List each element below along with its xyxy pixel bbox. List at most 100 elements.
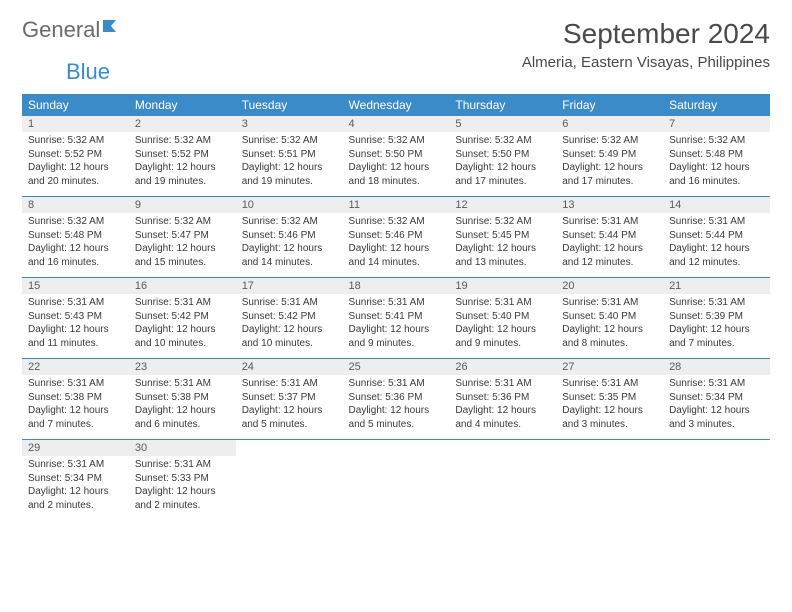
day-number-cell: 13 (556, 197, 663, 213)
sunset-text: Sunset: 5:47 PM (135, 229, 230, 243)
day-info-row: Sunrise: 5:31 AMSunset: 5:38 PMDaylight:… (22, 375, 770, 440)
sunrise-text: Sunrise: 5:31 AM (28, 296, 123, 310)
day-info-cell: Sunrise: 5:32 AMSunset: 5:52 PMDaylight:… (129, 132, 236, 197)
sunrise-text: Sunrise: 5:31 AM (135, 458, 230, 472)
day-info-cell: Sunrise: 5:32 AMSunset: 5:47 PMDaylight:… (129, 213, 236, 278)
daylight-text: Daylight: 12 hours and 2 minutes. (28, 485, 123, 512)
day-info-cell: Sunrise: 5:32 AMSunset: 5:46 PMDaylight:… (236, 213, 343, 278)
day-number-cell: 29 (22, 440, 129, 456)
weekday-header: Tuesday (236, 94, 343, 116)
sunrise-text: Sunrise: 5:31 AM (562, 377, 657, 391)
sunrise-text: Sunrise: 5:31 AM (669, 296, 764, 310)
daylight-text: Daylight: 12 hours and 16 minutes. (28, 242, 123, 269)
daylight-text: Daylight: 12 hours and 5 minutes. (349, 404, 444, 431)
day-info-cell: Sunrise: 5:31 AMSunset: 5:38 PMDaylight:… (129, 375, 236, 440)
sunset-text: Sunset: 5:42 PM (135, 310, 230, 324)
day-info-row: Sunrise: 5:32 AMSunset: 5:48 PMDaylight:… (22, 213, 770, 278)
sunset-text: Sunset: 5:52 PM (28, 148, 123, 162)
day-info-cell (343, 456, 450, 520)
sunset-text: Sunset: 5:34 PM (669, 391, 764, 405)
sunset-text: Sunset: 5:35 PM (562, 391, 657, 405)
day-info-cell: Sunrise: 5:31 AMSunset: 5:41 PMDaylight:… (343, 294, 450, 359)
day-number-cell: 18 (343, 278, 450, 294)
daylight-text: Daylight: 12 hours and 12 minutes. (669, 242, 764, 269)
day-number-row: 2930 (22, 440, 770, 456)
day-info-row: Sunrise: 5:32 AM Sunset: 5:52 PM Daylight:… (22, 132, 770, 197)
weekday-header: Wednesday (343, 94, 450, 116)
daylight-text: Daylight: 12 hours and 7 minutes. (28, 404, 123, 431)
sunrise-text: Sunrise: 5:31 AM (242, 296, 337, 310)
daylight-text: Daylight: 12 hours and 18 minutes. (349, 161, 444, 188)
weekday-header: Friday (556, 94, 663, 116)
sunrise-text: Sunrise: 5:31 AM (455, 296, 550, 310)
day-number-cell: 27 (556, 359, 663, 375)
day-info-cell: Sunrise: 5:32 AMSunset: 5:49 PMDaylight:… (556, 132, 663, 197)
day-number-cell: 12 (449, 197, 556, 213)
daylight-text: Daylight: 12 hours and 16 minutes. (669, 161, 764, 188)
daylight-text: Daylight: 12 hours and 12 minutes. (562, 242, 657, 269)
daylight-text: Daylight: 12 hours and 11 minutes. (28, 323, 123, 350)
sunset-text: Sunset: 5:36 PM (455, 391, 550, 405)
day-info-cell: Sunrise: 5:31 AMSunset: 5:44 PMDaylight:… (663, 213, 770, 278)
sunrise-text: Sunrise: 5:31 AM (562, 215, 657, 229)
day-info-cell: Sunrise: 5:31 AMSunset: 5:35 PMDaylight:… (556, 375, 663, 440)
day-number-cell: 16 (129, 278, 236, 294)
day-number-cell (556, 440, 663, 456)
daylight-text: Daylight: 12 hours and 13 minutes. (455, 242, 550, 269)
day-info-cell: Sunrise: 5:31 AMSunset: 5:33 PMDaylight:… (129, 456, 236, 520)
day-info-cell: Sunrise: 5:32 AMSunset: 5:46 PMDaylight:… (343, 213, 450, 278)
daylight-text: Daylight: 12 hours and 9 minutes. (349, 323, 444, 350)
day-info-cell: Sunrise: 5:32 AMSunset: 5:45 PMDaylight:… (449, 213, 556, 278)
weekday-header: Saturday (663, 94, 770, 116)
sunrise-text: Sunrise: 5:31 AM (349, 377, 444, 391)
sunset-text: Sunset: 5:48 PM (669, 148, 764, 162)
sunrise-text: Sunrise: 5:31 AM (242, 377, 337, 391)
day-number-cell: 30 (129, 440, 236, 456)
sunset-text: Sunset: 5:41 PM (349, 310, 444, 324)
day-info-cell: Sunrise: 5:31 AMSunset: 5:34 PMDaylight:… (663, 375, 770, 440)
sunrise-text: Sunrise: 5:32 AM (455, 215, 550, 229)
sunrise-text: Sunrise: 5:32 AM (135, 215, 230, 229)
day-number-cell (449, 440, 556, 456)
sunset-text: Sunset: 5:45 PM (455, 229, 550, 243)
day-number-cell: 28 (663, 359, 770, 375)
weekday-header: Thursday (449, 94, 556, 116)
weekday-header: Sunday (22, 94, 129, 116)
title-block: September 2024 Almeria, Eastern Visayas,… (522, 18, 770, 71)
day-number-cell: 17 (236, 278, 343, 294)
day-number-cell (663, 440, 770, 456)
daylight-text: Daylight: 12 hours and 6 minutes. (135, 404, 230, 431)
day-number-cell: 19 (449, 278, 556, 294)
sunset-text: Sunset: 5:39 PM (669, 310, 764, 324)
sunset-text: Sunset: 5:40 PM (455, 310, 550, 324)
month-title: September 2024 (522, 18, 770, 50)
logo-flag-icon (102, 18, 124, 41)
day-info-row: Sunrise: 5:31 AMSunset: 5:34 PMDaylight:… (22, 456, 770, 520)
day-number-cell: 14 (663, 197, 770, 213)
sunset-text: Sunset: 5:46 PM (349, 229, 444, 243)
day-number-cell: 10 (236, 197, 343, 213)
day-number-cell: 6 (556, 116, 663, 132)
day-info-cell (236, 456, 343, 520)
sunrise-text: Sunrise: 5:32 AM (135, 134, 230, 148)
day-info-cell: Sunrise: 5:32 AMSunset: 5:48 PMDaylight:… (22, 213, 129, 278)
sunrise-text: Sunrise: 5:32 AM (28, 215, 123, 229)
day-info-cell: Sunrise: 5:31 AMSunset: 5:40 PMDaylight:… (449, 294, 556, 359)
sunset-text: Sunset: 5:51 PM (242, 148, 337, 162)
sunrise-text: Sunrise: 5:31 AM (28, 458, 123, 472)
day-number-cell: 5 (449, 116, 556, 132)
day-info-cell: Sunrise: 5:32 AMSunset: 5:48 PMDaylight:… (663, 132, 770, 197)
day-number-cell: 20 (556, 278, 663, 294)
day-info-cell: Sunrise: 5:31 AMSunset: 5:40 PMDaylight:… (556, 294, 663, 359)
sunset-text: Sunset: 5:44 PM (562, 229, 657, 243)
daylight-text: Daylight: 12 hours and 3 minutes. (562, 404, 657, 431)
sunrise-text: Sunrise: 5:32 AM (562, 134, 657, 148)
sunrise-text: Sunrise: 5:31 AM (669, 377, 764, 391)
day-number-cell: 1 (22, 116, 129, 132)
sunrise-text: Sunrise: 5:32 AM (349, 215, 444, 229)
daylight-text: Daylight: 12 hours and 19 minutes. (242, 161, 337, 188)
day-info-cell: Sunrise: 5:31 AMSunset: 5:43 PMDaylight:… (22, 294, 129, 359)
day-number-cell: 7 (663, 116, 770, 132)
daylight-text: Daylight: 12 hours and 4 minutes. (455, 404, 550, 431)
sunrise-text: Sunrise: 5:32 AM (242, 134, 337, 148)
